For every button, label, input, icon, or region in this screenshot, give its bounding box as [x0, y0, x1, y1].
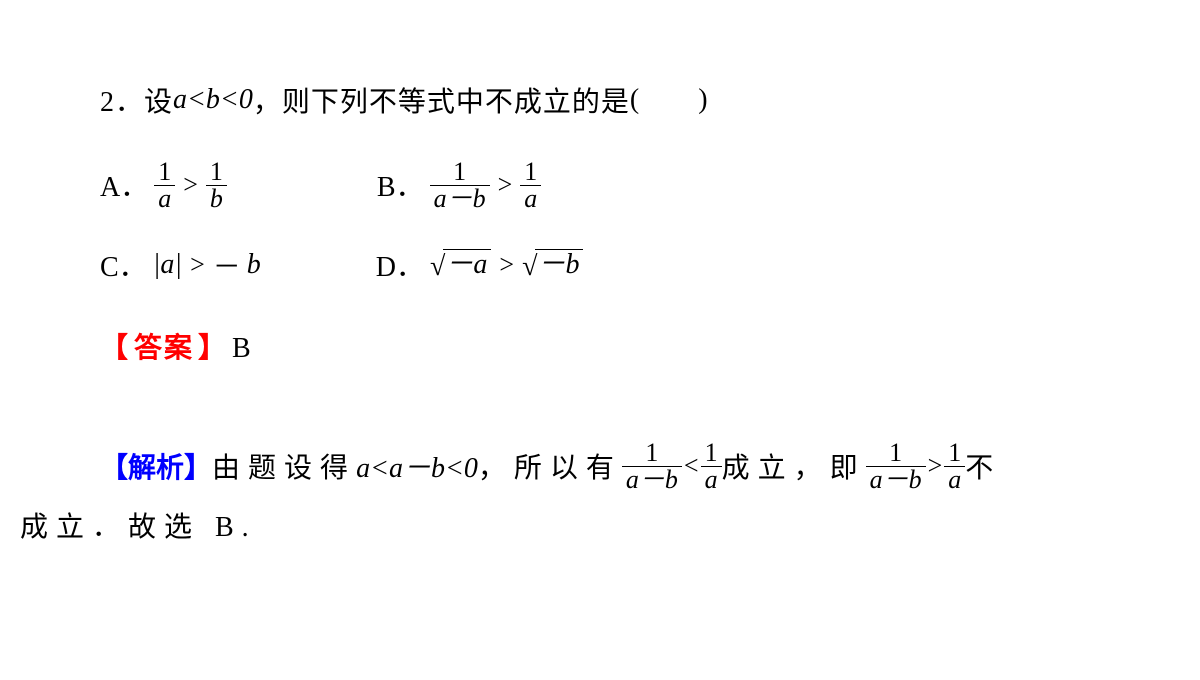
question-stem: 2． 设 a<b<0 ，则下列不等式中不成立的是 ( ) [100, 80, 1180, 120]
choice-b-frac1: 1 a－b [430, 159, 490, 212]
explain-seg1: 由题设得 [212, 446, 356, 486]
explain-bracket-close: 】 [184, 446, 212, 486]
stem-math: a<b<0 [173, 84, 253, 116]
math-problem-page: 2． 设 a<b<0 ，则下列不等式中不成立的是 ( ) A． 1 a > 1 … [0, 0, 1200, 680]
explain-frac3: 1 a－b [866, 440, 926, 493]
paren-close: ) [698, 84, 708, 116]
explain-bracket-open: 【 [100, 446, 128, 486]
choice-b-label: B． [377, 165, 424, 205]
explain-lt: < [682, 451, 701, 481]
choice-d-label: D． [376, 245, 424, 285]
choice-a-frac2: 1 b [206, 159, 227, 212]
explain-frac2: 1 a [701, 440, 722, 493]
choice-c-rhs-prefix: － [213, 245, 241, 285]
answer-value: B [232, 333, 251, 365]
explain-seg4: 不 [965, 446, 1001, 486]
explain-line2-text: 成立．故选 B. [20, 505, 257, 545]
choice-c: C． |a| > － b [100, 245, 261, 285]
explanation-line-2: 成立．故选 B. [20, 500, 1180, 550]
choice-d-sqrt1: √ －a [430, 249, 491, 281]
explain-seg2: ，所以有 [478, 446, 622, 486]
explain-frac1: 1 a－b [622, 440, 682, 493]
choice-c-op: > [188, 250, 207, 280]
stem-prefix: 设 [144, 80, 173, 120]
answer-bracket-open: 【 [100, 326, 130, 366]
paren-space [640, 80, 698, 120]
choice-b-frac2: 1 a [520, 159, 541, 212]
paren-open: ( [630, 84, 640, 116]
answer-label: 答案 [134, 326, 194, 366]
choice-c-rhs: b [247, 249, 261, 281]
choice-a-op: > [181, 170, 200, 200]
choice-a-frac1: 1 a [154, 159, 175, 212]
choice-b: B． 1 a－b > 1 a [377, 159, 541, 212]
stem-suffix: ，则下列不等式中不成立的是 [253, 80, 630, 120]
choices-row-2: C． |a| > － b D． √ －a > √ －b [100, 240, 1180, 290]
choice-c-label: C． [100, 245, 147, 285]
choice-c-lhs: |a| [153, 249, 182, 281]
explanation-line-1: 【 解析 】 由题设得 a<a－b<0 ，所以有 1 a－b < 1 a 成立，… [100, 436, 1180, 496]
explain-math1: a<a－b<0 [356, 446, 478, 486]
question-number: 2． [100, 80, 144, 120]
answer-bracket-close: 】 [198, 326, 228, 366]
choice-d: D． √ －a > √ －b [376, 245, 584, 285]
choice-d-sqrt2: √ －b [522, 249, 583, 281]
choice-d-op: > [497, 250, 516, 280]
choice-b-op: > [496, 170, 515, 200]
choices-row-1: A． 1 a > 1 b B． 1 a－b > 1 a [100, 150, 1180, 220]
choice-a: A． 1 a > 1 b [100, 159, 227, 212]
explain-gt: > [926, 451, 945, 481]
explain-seg3: 成立，即 [722, 446, 866, 486]
choice-a-label: A． [100, 165, 148, 205]
explain-label: 解析 [128, 446, 184, 486]
explanation-block: 【 解析 】 由题设得 a<a－b<0 ，所以有 1 a－b < 1 a 成立，… [20, 436, 1180, 550]
explain-frac4: 1 a [944, 440, 965, 493]
answer-line: 【 答案 】 B [100, 326, 1180, 366]
